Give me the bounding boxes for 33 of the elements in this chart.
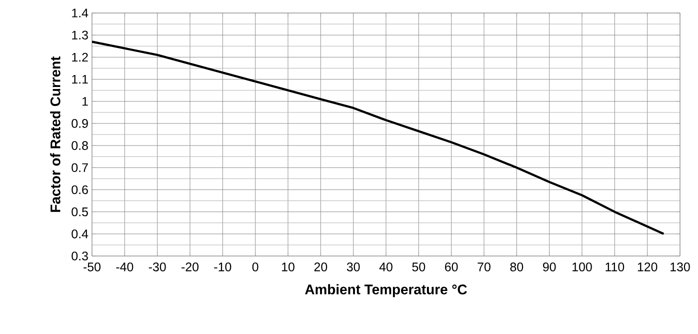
y-tick-label: 1.1 [72, 74, 88, 84]
y-tick-label: 1.2 [72, 52, 88, 62]
y-axis-title: Factor of Rated Current [50, 56, 60, 212]
x-tick-label: 70 [478, 262, 490, 272]
x-tick-label: -30 [148, 262, 166, 272]
x-tick-label: 100 [572, 262, 592, 272]
y-tick-label: 0.5 [72, 207, 88, 216]
x-tick-label: 110 [606, 262, 624, 272]
x-tick-label: 10 [282, 262, 294, 272]
x-tick-label: 20 [314, 262, 328, 272]
y-tick-label: 0.8 [72, 141, 88, 150]
x-tick-label: 60 [445, 262, 458, 272]
y-tick-label: 0.7 [72, 163, 88, 172]
x-tick-label: -40 [116, 262, 134, 272]
x-tick-label: -20 [182, 262, 199, 272]
y-tick-label: 0.3 [72, 252, 88, 260]
x-tick-label: -50 [84, 262, 101, 272]
x-tick-label: 30 [346, 262, 360, 272]
y-tick-label: 1.3 [72, 30, 88, 40]
x-axis-title: Ambient Temperature °C [305, 284, 467, 298]
y-tick-label: 0.6 [72, 185, 88, 194]
x-tick-label: 50 [412, 262, 426, 272]
y-tick-label: 1.4 [72, 8, 88, 18]
y-tick-label: 0.9 [72, 119, 88, 128]
y-tick-label: 0.4 [72, 230, 88, 238]
x-tick-label: 130 [670, 262, 690, 272]
x-tick-label: 80 [510, 262, 524, 272]
y-tick-label: 1 [82, 97, 88, 106]
x-tick-label: 0 [252, 262, 258, 272]
x-tick-label: 120 [638, 262, 658, 272]
x-tick-label: 90 [542, 262, 556, 272]
x-tick-label: 40 [379, 262, 392, 272]
x-tick-label: -10 [214, 262, 232, 272]
